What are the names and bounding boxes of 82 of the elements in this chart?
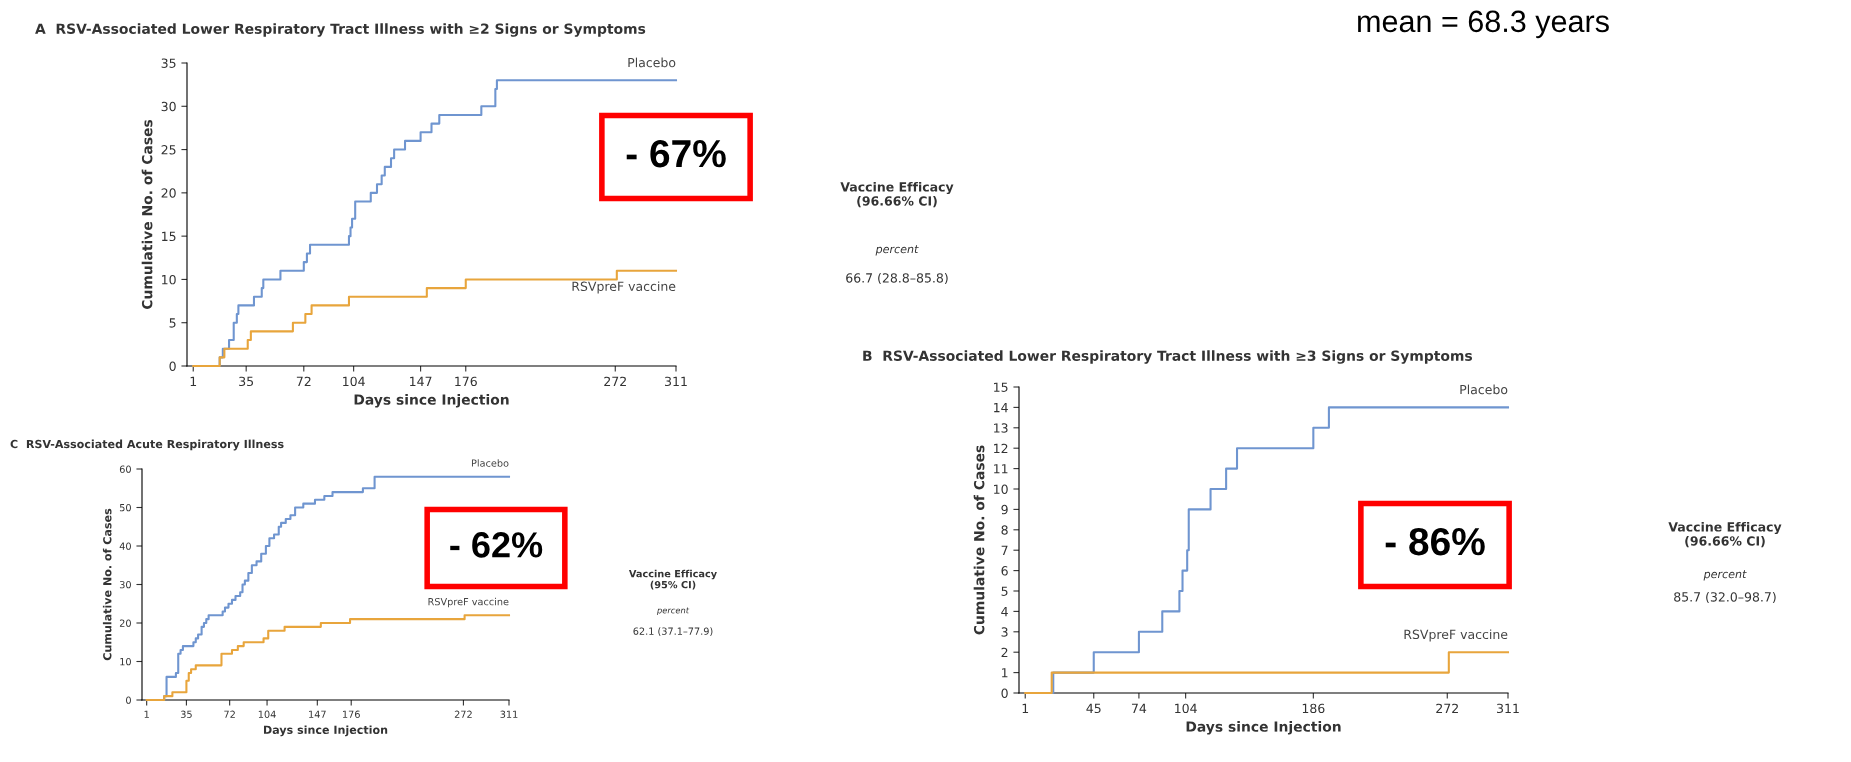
y-tick-label: 20 [119, 619, 131, 627]
y-tick-label: 9 [1001, 504, 1008, 515]
y-tick-label: 3 [1001, 627, 1008, 637]
y-tick-label: 50 [119, 503, 131, 512]
text: percent [875, 245, 919, 256]
y-tick-label: 5 [169, 318, 176, 328]
x-tick-label: 104 [343, 376, 365, 387]
x-tick-label: 35 [180, 710, 192, 718]
x-tick-label: 104 [258, 710, 276, 718]
chart-title: C RSV-Associated Acute Respiratory Illness [10, 439, 284, 451]
x-tick-label: 74 [1131, 703, 1147, 713]
text: 85.7 (32.0–98.7) [1674, 591, 1776, 604]
text: mean = 68.3 years [1358, 10, 1609, 39]
y-tick-label: 30 [161, 101, 176, 112]
y-axis-title: Cumulative No. of Cases [973, 445, 985, 635]
x-tick-label: 311 [665, 376, 687, 387]
x-tick-label: 272 [1436, 703, 1458, 713]
x-tick-label: 1 [190, 376, 197, 386]
y-tick-label: 12 [994, 443, 1008, 453]
y-tick-label: 25 [161, 145, 176, 155]
y-tick-label: 10 [120, 657, 131, 666]
x-tick-label: 311 [1497, 703, 1519, 714]
text: percent [1703, 570, 1747, 581]
y-tick-label: 0 [126, 696, 131, 704]
y-tick-label: 40 [119, 542, 131, 550]
x-tick-label: 1 [1022, 703, 1029, 713]
y-tick-label: 10 [994, 484, 1008, 494]
x-tick-label: 72 [224, 710, 235, 718]
series-label: Placebo [628, 57, 676, 68]
y-tick-label: 35 [161, 58, 176, 68]
x-axis-title: Days since Injection [1186, 721, 1341, 735]
text: Vaccine Efficacy (96.66% CI) [840, 181, 954, 208]
y-tick-label: 30 [119, 580, 131, 589]
series-label: Placebo [1460, 384, 1508, 395]
y-tick-label: 0 [169, 361, 176, 371]
text: Vaccine Efficacy (95% CI) [628, 569, 717, 590]
text: Vaccine Efficacy (96.66% CI) [1668, 521, 1782, 548]
text: 66.7 (28.8–85.8) [846, 272, 948, 285]
y-tick-label: 1 [1002, 668, 1008, 678]
x-tick-label: 147 [410, 376, 432, 386]
y-tick-label: 11 [994, 464, 1008, 474]
y-tick-label: 60 [119, 465, 131, 473]
series-label: Placebo [471, 459, 509, 467]
chart-title: A RSV-Associated Lower Respiratory Tract Illness with ≥2 Signs or Symptoms [35, 23, 646, 37]
series-label: RSVpreF vaccine [572, 281, 676, 294]
y-tick-label: 4 [1001, 607, 1008, 617]
x-tick-label: 176 [343, 710, 360, 718]
y-tick-label: 5 [1001, 586, 1008, 596]
x-axis-title: Days since Injection [263, 725, 388, 737]
x-tick-label: 272 [604, 376, 626, 386]
annotation: - 67% [626, 139, 726, 168]
y-tick-label: 7 [1001, 545, 1008, 555]
series-label: RSVpreF vaccine [1404, 629, 1508, 642]
chart-title: B RSV-Associated Lower Respiratory Tract Illness with ≥3 Signs or Symptoms [863, 350, 1473, 364]
text: percent [656, 607, 690, 616]
x-tick-label: 72 [296, 376, 311, 386]
series-label: RSVpreF vaccine [428, 597, 509, 608]
x-tick-label: 272 [454, 710, 472, 718]
y-tick-label: 15 [162, 231, 176, 242]
x-tick-label: 1 [144, 710, 149, 718]
x-axis-title: Days since Injection [354, 394, 509, 408]
y-tick-label: 15 [994, 382, 1008, 392]
x-tick-label: 35 [239, 376, 254, 387]
x-tick-label: 147 [309, 710, 326, 718]
y-tick-label: 0 [1001, 688, 1008, 698]
y-tick-label: 20 [161, 188, 176, 198]
y-tick-label: 10 [162, 274, 176, 285]
y-axis-title: Cumulative No. of Cases [141, 119, 153, 310]
y-tick-label: 2 [1001, 647, 1008, 657]
x-tick-label: 45 [1086, 703, 1101, 714]
x-tick-label: 311 [500, 710, 518, 718]
y-tick-label: 13 [994, 423, 1008, 433]
y-tick-label: 6 [1001, 566, 1008, 576]
y-tick-label: 8 [1001, 525, 1008, 535]
annotation: - 86% [1385, 527, 1485, 556]
y-axis-title: Cumulative No. of Cases [102, 508, 112, 661]
text: 62.1 (37.1–77.9) [633, 627, 713, 636]
annotation: - 62% [450, 532, 543, 558]
x-tick-label: 176 [455, 376, 477, 387]
x-tick-label: 104 [1175, 703, 1197, 714]
x-tick-label: 186 [1302, 703, 1325, 714]
y-tick-label: 14 [994, 403, 1008, 413]
